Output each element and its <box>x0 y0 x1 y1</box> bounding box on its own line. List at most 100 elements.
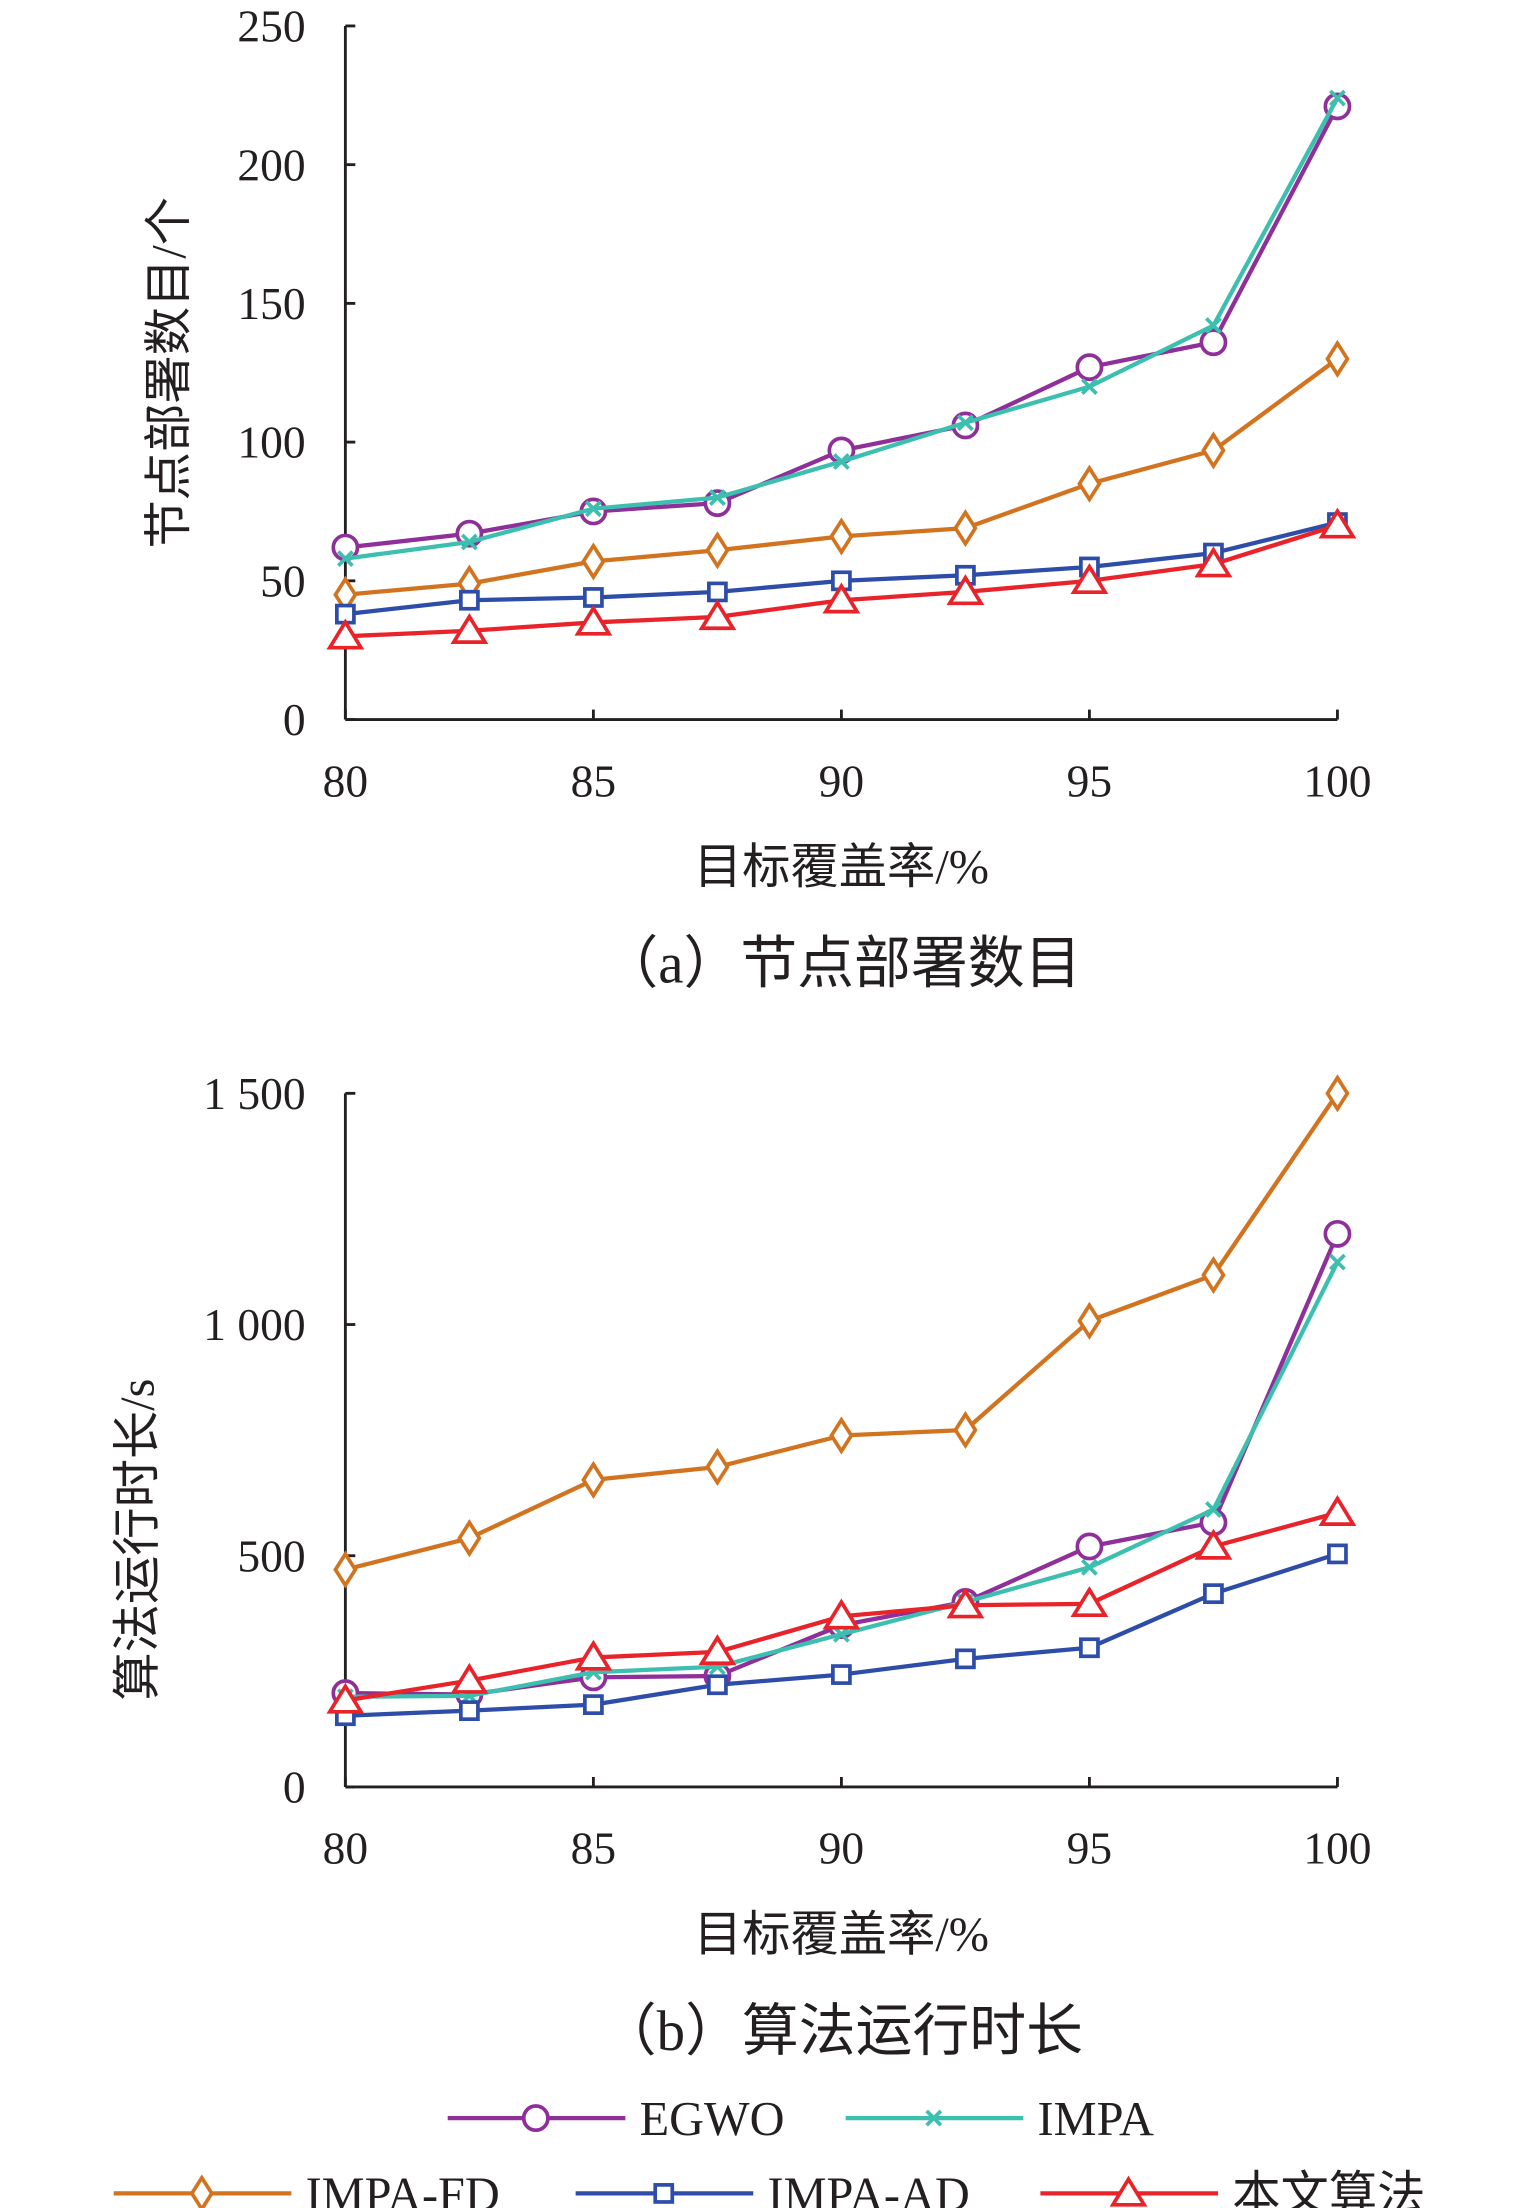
x-tick-label: 85 <box>571 1823 616 1874</box>
data-point <box>333 1550 358 1589</box>
legend-marker <box>189 2174 214 2208</box>
x-tick-label: 80 <box>323 1823 368 1874</box>
y-tick-label: 0 <box>283 1762 306 1813</box>
x-tick-label: 90 <box>819 755 864 806</box>
legend: EGWO IMPA IMPA-FD IMPA-AD 本文算法 <box>113 2093 1426 2208</box>
y-axis-label: 算法运行时长/s <box>111 1379 164 1701</box>
series-IMPA <box>336 89 1346 568</box>
data-point <box>957 414 974 432</box>
data-point <box>459 1700 480 1722</box>
y-tick-label: 150 <box>237 278 305 329</box>
data-point <box>1201 1255 1226 1295</box>
data-point <box>1325 339 1350 378</box>
legend-marker <box>1109 2175 1148 2207</box>
data-point <box>1079 1637 1100 1659</box>
legend-label: IMPA-AD <box>767 2168 969 2208</box>
series-line <box>344 1092 1340 1572</box>
data-point <box>698 1634 737 1666</box>
legend-item: IMPA <box>845 2093 1154 2146</box>
x-tick-label: 85 <box>571 755 616 806</box>
data-point <box>336 550 354 568</box>
data-point <box>1205 1501 1222 1518</box>
data-point <box>450 1662 489 1694</box>
y-tick-label: 200 <box>237 139 305 190</box>
data-point <box>1318 1494 1357 1526</box>
data-point <box>1075 353 1104 382</box>
legend-item: 本文算法 <box>1040 2168 1426 2208</box>
data-point <box>1075 1532 1104 1561</box>
legend-label: IMPA <box>1038 2093 1154 2146</box>
data-point <box>1199 328 1228 357</box>
series-IMPA-FD <box>333 339 1350 614</box>
y-tick-label: 50 <box>260 555 305 606</box>
data-point <box>1194 1528 1233 1560</box>
data-point <box>832 453 850 470</box>
data-point <box>953 1410 978 1450</box>
y-tick-label: 100 <box>237 417 305 468</box>
data-point <box>1194 546 1233 578</box>
legend-marker <box>925 2109 943 2127</box>
data-point <box>1081 1558 1098 1576</box>
data-point <box>832 1625 850 1643</box>
data-point <box>946 574 985 606</box>
series-IMPA-FD <box>333 1074 1350 1589</box>
data-point <box>1329 1253 1346 1271</box>
legend-label: EGWO <box>640 2093 785 2146</box>
x-tick-label: 80 <box>323 755 368 806</box>
y-tick-label: 1 000 <box>203 1299 305 1350</box>
legend-item: EGWO <box>447 2093 785 2146</box>
series-本文算法 <box>326 507 1357 650</box>
data-point <box>698 599 737 631</box>
data-point <box>708 489 726 507</box>
y-tick-label: 250 <box>237 1 305 52</box>
data-point <box>1203 1583 1224 1605</box>
legend-marker <box>521 2104 550 2133</box>
data-point <box>584 500 602 518</box>
legend-label: 本文算法 <box>1232 2168 1425 2208</box>
data-point <box>705 1447 730 1487</box>
data-point <box>1077 464 1102 503</box>
series-line <box>345 105 1340 550</box>
data-point <box>583 587 604 608</box>
data-point <box>450 613 489 644</box>
x-axis-label: 目标覆盖率/% <box>694 841 989 894</box>
data-point <box>459 589 480 611</box>
data-point <box>1070 1586 1109 1618</box>
series-EGWO <box>331 92 1352 562</box>
data-point <box>574 604 613 636</box>
data-point <box>955 1648 976 1670</box>
x-axis-label: 目标覆盖率/% <box>694 1908 989 1961</box>
series-line <box>345 357 1339 597</box>
data-point <box>1329 89 1346 107</box>
data-point <box>707 1674 728 1696</box>
data-point <box>1201 431 1226 470</box>
data-point <box>574 1639 613 1671</box>
data-point <box>1070 563 1109 595</box>
legend-item: IMPA-FD <box>113 2168 500 2208</box>
data-point <box>581 1460 606 1499</box>
data-point <box>1318 507 1357 539</box>
series-本文算法 <box>326 1494 1357 1714</box>
data-point <box>1327 1543 1348 1565</box>
y-axis-label: 节点部署数目/个 <box>143 197 196 549</box>
x-tick-label: 95 <box>1067 755 1112 806</box>
data-point <box>1323 1219 1352 1248</box>
x-tick-label: 90 <box>819 1823 864 1874</box>
data-point <box>1325 1074 1350 1113</box>
y-tick-label: 500 <box>237 1530 305 1581</box>
data-point <box>946 1587 985 1619</box>
data-point <box>829 1416 854 1455</box>
legend-item: IMPA-AD <box>575 2168 970 2208</box>
x-tick-label: 100 <box>1303 755 1371 806</box>
chart-a: 80 85 90 95 100 0 50 100 150 200 250 目标覆盖率/% 节点部署数目/… <box>143 1 1372 996</box>
data-point <box>581 542 606 581</box>
data-point <box>1205 317 1222 334</box>
data-point <box>1077 1301 1102 1340</box>
x-tick-label: 95 <box>1067 1823 1112 1874</box>
data-point <box>707 581 728 603</box>
y-tick-label: 1 500 <box>203 1068 305 1119</box>
series-line <box>345 97 1340 561</box>
data-point <box>326 618 365 650</box>
